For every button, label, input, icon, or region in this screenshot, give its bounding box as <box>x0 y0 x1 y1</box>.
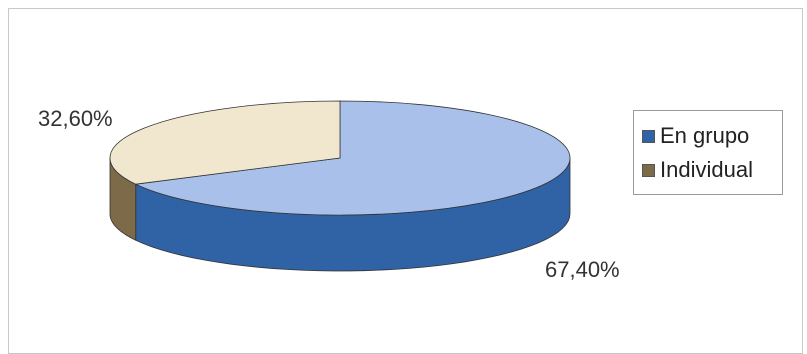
legend-swatch-en-grupo <box>642 129 655 143</box>
legend-item-individual: Individual <box>642 153 782 187</box>
legend-item-en-grupo: En grupo <box>642 119 782 153</box>
pie-slice-en-grupo <box>134 100 571 216</box>
legend-swatch-individual <box>642 163 655 177</box>
data-label-en-grupo: 67,40% <box>545 257 620 282</box>
pie-slice-individual <box>109 100 341 185</box>
legend: En grupo Individual <box>633 110 783 195</box>
legend-label-en-grupo: En grupo <box>660 123 750 148</box>
legend-label-individual: Individual <box>660 157 753 182</box>
data-label-individual: 32,60% <box>38 106 113 131</box>
